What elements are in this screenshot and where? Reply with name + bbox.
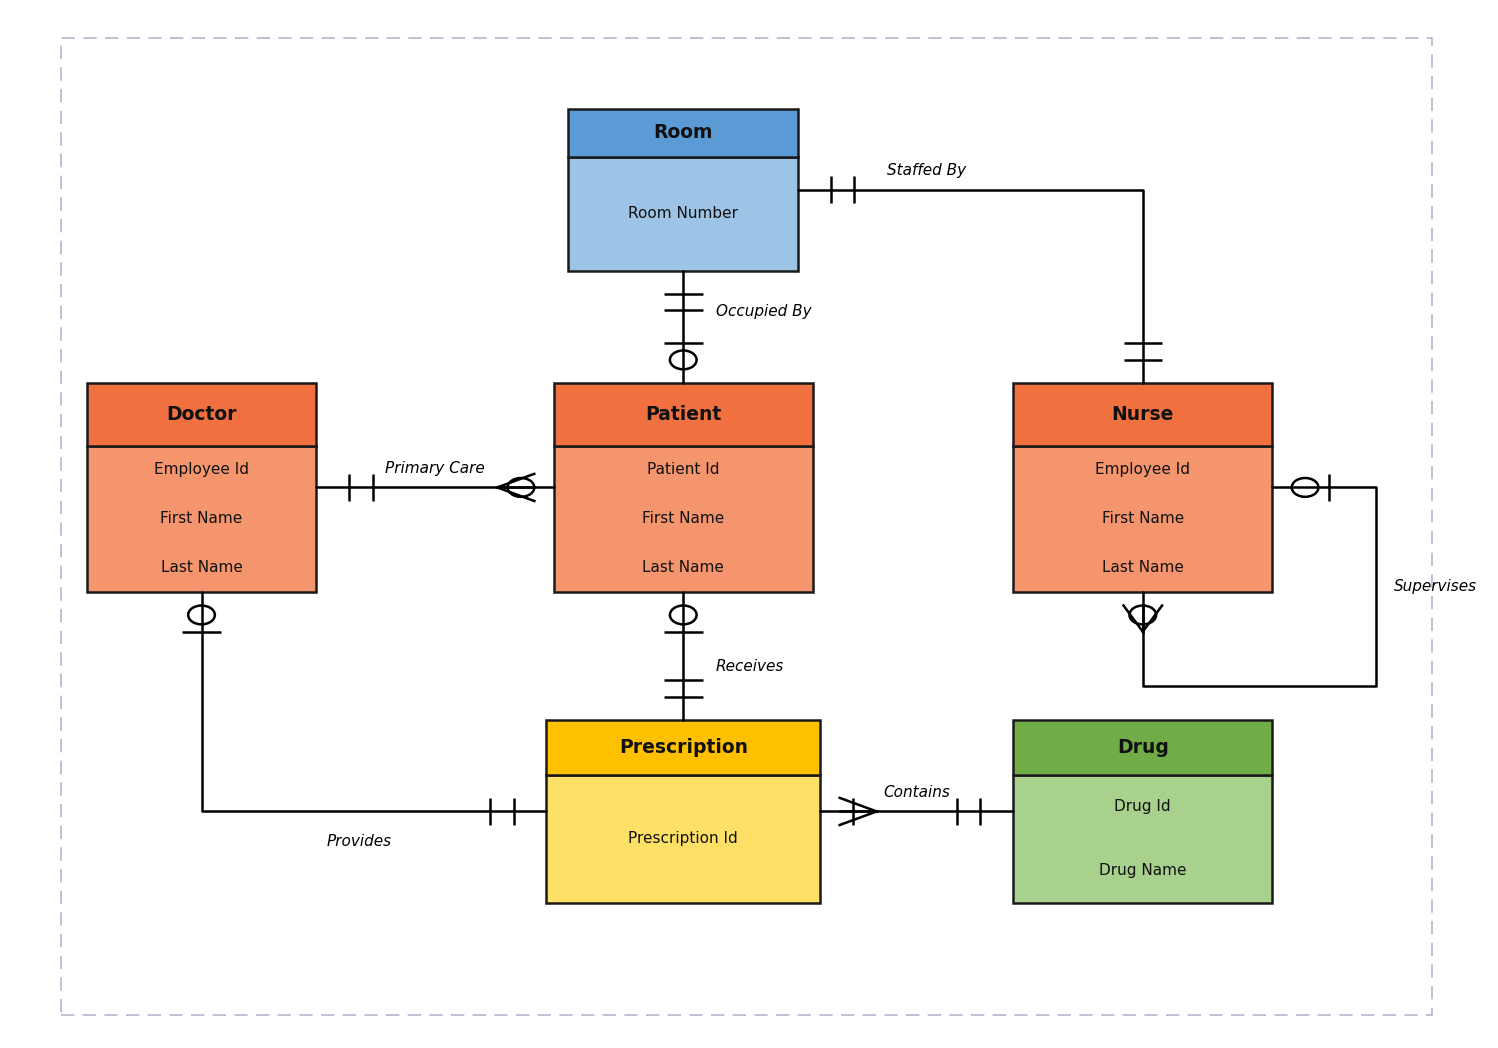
Text: Last Name: Last Name (160, 560, 243, 575)
Text: Last Name: Last Name (1103, 560, 1183, 575)
Text: Drug: Drug (1118, 738, 1168, 757)
Bar (554, 445, 813, 592)
Bar (568, 109, 798, 157)
Text: First Name: First Name (643, 511, 725, 526)
Text: First Name: First Name (1101, 511, 1183, 526)
Text: Room: Room (653, 124, 713, 143)
Text: Primary Care: Primary Care (385, 461, 485, 476)
Text: Room Number: Room Number (628, 206, 739, 221)
Text: Supervises: Supervises (1395, 580, 1477, 594)
Text: Provides: Provides (327, 834, 391, 850)
Bar (1013, 383, 1272, 445)
Text: Drug Id: Drug Id (1115, 800, 1171, 814)
Text: Staffed By: Staffed By (887, 163, 966, 178)
Text: Receives: Receives (716, 659, 785, 674)
Bar (1013, 445, 1272, 592)
Text: Employee Id: Employee Id (154, 462, 249, 478)
Bar (568, 157, 798, 270)
Text: Contains: Contains (884, 785, 950, 800)
Text: First Name: First Name (160, 511, 243, 526)
Text: Employee Id: Employee Id (1095, 462, 1191, 478)
Text: Occupied By: Occupied By (716, 304, 812, 319)
Text: Last Name: Last Name (643, 560, 724, 575)
Bar (554, 383, 813, 445)
Text: Patient: Patient (646, 405, 722, 423)
Text: Doctor: Doctor (166, 405, 237, 423)
Text: Drug Name: Drug Name (1100, 864, 1186, 878)
Bar (1013, 720, 1272, 774)
Text: Prescription: Prescription (619, 738, 748, 757)
Bar (547, 720, 821, 774)
Bar (87, 445, 316, 592)
Bar (547, 774, 821, 903)
Bar (1013, 774, 1272, 903)
Text: Nurse: Nurse (1112, 405, 1174, 423)
Text: Patient Id: Patient Id (647, 462, 719, 478)
Bar (87, 383, 316, 445)
Text: Prescription Id: Prescription Id (628, 831, 739, 847)
